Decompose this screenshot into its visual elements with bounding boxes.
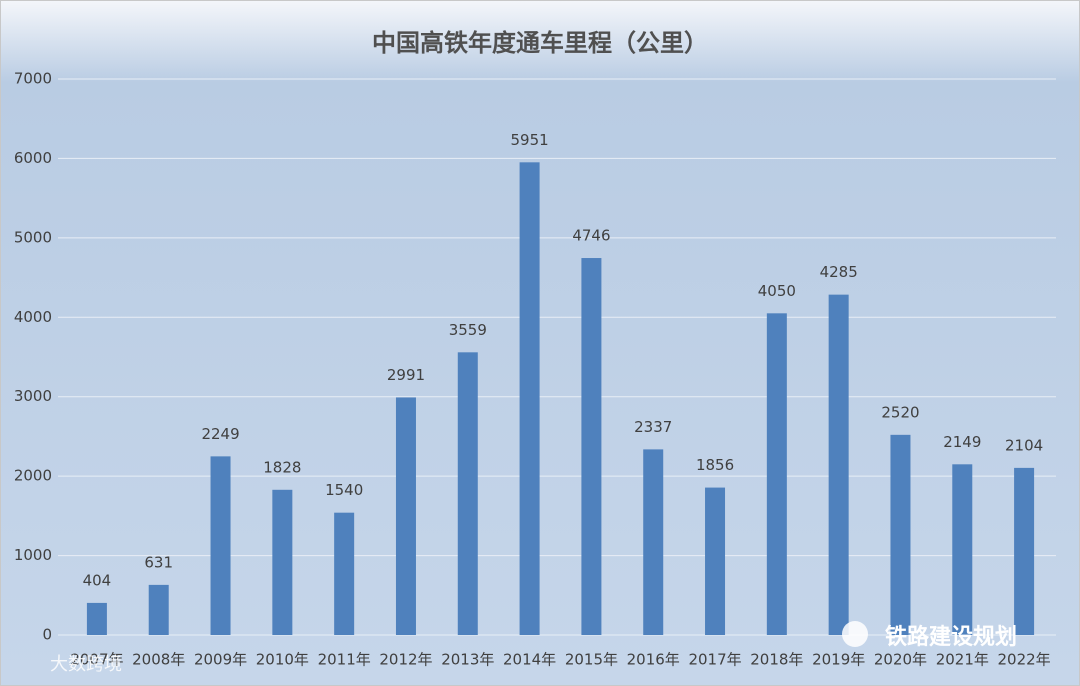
y-tick-label: 5000 [14, 228, 52, 246]
x-tick-label: 2015年 [565, 651, 618, 669]
data-label: 3559 [449, 321, 487, 339]
bar [86, 602, 107, 635]
x-tick-label: 2009年 [194, 651, 247, 669]
y-tick-label: 1000 [14, 546, 52, 564]
bar [457, 352, 478, 635]
x-tick-label: 2012年 [379, 651, 432, 669]
x-tick-label: 2022年 [998, 651, 1051, 669]
x-tick-label: 2021年 [936, 651, 989, 669]
x-tick-label: 2019年 [812, 651, 865, 669]
x-tick-label: 2013年 [441, 651, 494, 669]
data-label: 404 [83, 571, 112, 589]
x-tick-label: 2020年 [874, 651, 927, 669]
data-label: 2337 [634, 418, 672, 436]
bar [581, 258, 602, 635]
bar [334, 512, 355, 635]
bar [766, 313, 787, 635]
data-label: 4050 [758, 282, 796, 300]
y-tick-label: 0 [42, 626, 52, 644]
x-tick-label: 2014年 [503, 651, 556, 669]
data-label: 2520 [881, 403, 919, 421]
x-tick-label: 2016年 [627, 651, 680, 669]
watermark-text: 大数跨境 [50, 654, 122, 675]
y-tick-label: 7000 [14, 70, 52, 88]
data-label: 2149 [943, 433, 981, 451]
x-tick-label: 2018年 [750, 651, 803, 669]
bar [828, 294, 849, 635]
data-label: 4285 [820, 263, 858, 281]
bar [705, 487, 726, 635]
bar [890, 434, 911, 635]
watermark-text: 铁路建设规划 [885, 624, 1017, 650]
bar [952, 464, 973, 635]
bar [210, 456, 231, 635]
x-tick-label: 2017年 [688, 651, 741, 669]
bar [272, 489, 293, 635]
y-tick-label: 6000 [14, 149, 52, 167]
bar [1014, 467, 1035, 635]
data-label: 631 [144, 553, 173, 571]
x-tick-label: 2011年 [318, 651, 371, 669]
data-label: 2249 [201, 425, 239, 443]
y-tick-label: 4000 [14, 308, 52, 326]
y-tick-label: 2000 [14, 467, 52, 485]
data-label: 1828 [263, 458, 301, 476]
data-label: 5951 [511, 131, 549, 149]
x-tick-label: 2008年 [132, 651, 185, 669]
bar [148, 584, 169, 635]
data-label: 4746 [572, 227, 610, 245]
chart-title: 中国高铁年度通车里程（公里） [372, 29, 708, 57]
wechat-icon [842, 621, 868, 647]
y-tick-label: 3000 [14, 387, 52, 405]
bar [643, 449, 664, 635]
bar [395, 397, 416, 635]
watermark: 铁路建设规划 大数跨境 [50, 621, 1017, 675]
data-label: 1540 [325, 481, 363, 499]
data-label: 2991 [387, 366, 425, 384]
data-label: 1856 [696, 456, 734, 474]
bar [519, 162, 540, 636]
x-tick-label: 2007年 [70, 651, 123, 669]
x-tick-label: 2010年 [256, 651, 309, 669]
data-label: 2104 [1005, 436, 1043, 454]
